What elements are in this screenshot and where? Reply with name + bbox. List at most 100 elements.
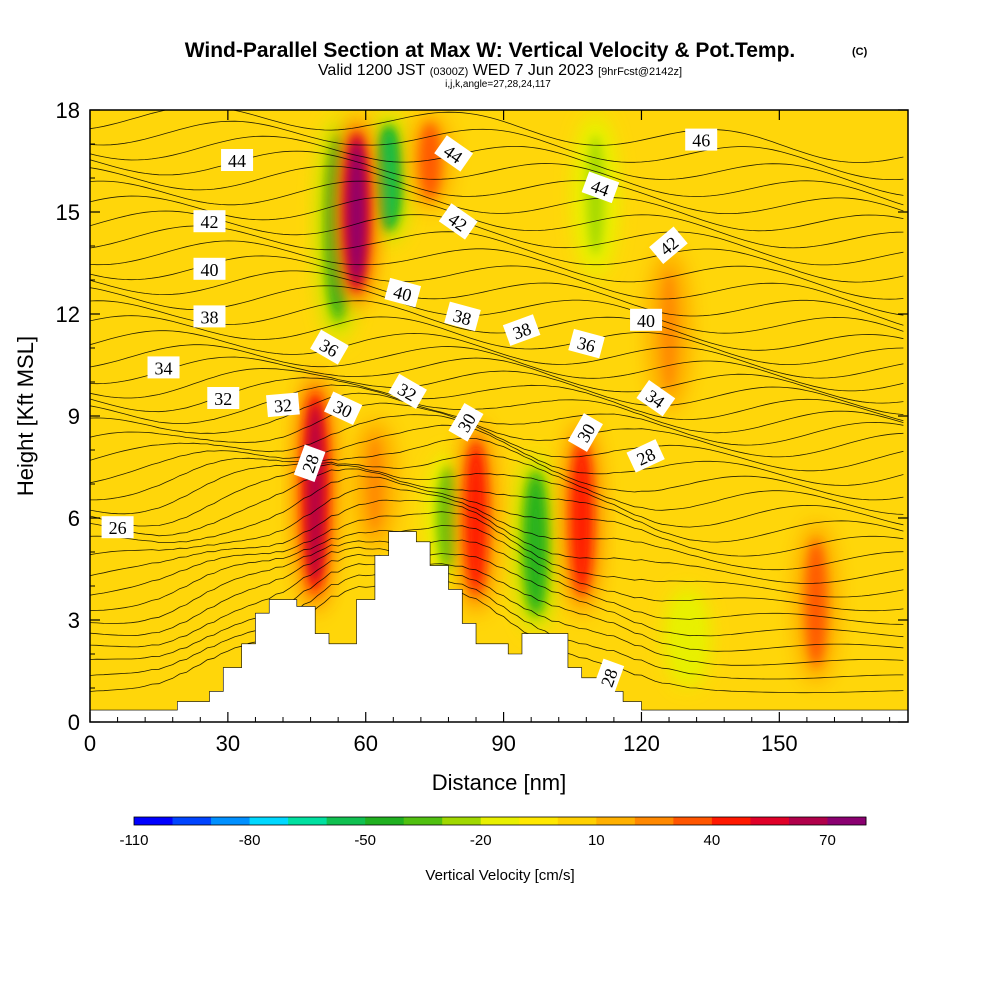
isentrope-label: 40 xyxy=(193,257,226,280)
colorbar-tick-label: -110 xyxy=(120,832,149,849)
isentrope-label-text: 40 xyxy=(200,260,218,280)
isentrope-line xyxy=(90,225,904,283)
isentrope-label-text: 38 xyxy=(451,305,474,329)
isentrope-label-bg xyxy=(266,392,300,418)
isentrope-label: 26 xyxy=(101,516,134,539)
isentrope-label-bg xyxy=(324,391,363,426)
isentrope-label: 38 xyxy=(502,314,541,346)
updraft-cell xyxy=(660,271,678,391)
x-axis: 0 30 60 90 120 150 xyxy=(84,110,891,756)
isentrope-label-text: 42 xyxy=(200,212,218,232)
isentrope-label: 46 xyxy=(685,128,718,151)
isentrope-line xyxy=(90,344,904,392)
colorbar-label: Vertical Velocity [cm/s] xyxy=(425,867,574,884)
colorbar-swatch xyxy=(365,817,405,825)
isentrope-label-text: 44 xyxy=(228,151,246,171)
isentrope-line xyxy=(90,110,904,163)
isentrope-label-text: 38 xyxy=(200,307,218,327)
isentrope-line xyxy=(90,384,904,434)
y-tick-label: 9 xyxy=(68,404,80,429)
isentrope-line xyxy=(90,368,904,415)
y-tick-label: 18 xyxy=(56,98,80,123)
y-tick-label: 3 xyxy=(68,608,80,633)
isentrope-label-bg xyxy=(101,516,134,539)
subtitle-utc: (0300Z) xyxy=(430,66,469,78)
isentrope-label: 40 xyxy=(384,277,422,308)
colorbar-swatch xyxy=(519,817,559,825)
chart-indices: i,j,k,angle=27,28,24,117 xyxy=(445,79,551,90)
colorbar-swatch xyxy=(557,817,597,825)
isentrope-line xyxy=(90,453,904,515)
isentrope-label-bg xyxy=(448,402,484,442)
subtitle-valid: Valid 1200 JST xyxy=(318,62,426,79)
isentrope-label-bg xyxy=(293,444,326,483)
x-tick-label: 150 xyxy=(761,731,798,756)
terrain xyxy=(90,531,908,722)
isentrope-label: 32 xyxy=(266,392,300,418)
x-axis-label: Distance [nm] xyxy=(432,770,567,795)
isentrope-label-bg xyxy=(434,135,474,172)
isentrope-label: 36 xyxy=(568,328,605,359)
colorbar-swatch xyxy=(288,817,328,825)
isentrope-label: 34 xyxy=(147,356,180,379)
isentrope-label-text: 38 xyxy=(510,319,534,344)
isentrope-label-bg xyxy=(444,301,481,332)
isentrope-label-bg xyxy=(685,128,718,151)
isentrope-line xyxy=(90,356,904,404)
colorbar-tick-label: 70 xyxy=(819,832,836,849)
isentrope-line xyxy=(90,485,904,571)
colorbar-swatch xyxy=(211,817,251,825)
isentrope-label-text: 36 xyxy=(575,333,598,357)
updraft-cell xyxy=(467,446,485,590)
isentrope-label-bg xyxy=(592,658,625,697)
isentrope-label-bg xyxy=(388,373,427,409)
colorbar-tick-label: -80 xyxy=(239,832,261,849)
colorbar-swatch xyxy=(134,817,174,825)
plot-background xyxy=(90,110,908,722)
y-tick-label: 15 xyxy=(56,200,80,225)
downdraft-cell xyxy=(526,478,545,609)
isentrope-label: 38 xyxy=(444,301,481,332)
isentropes xyxy=(90,110,904,694)
isentrope-label-bg xyxy=(626,439,665,473)
colorbar-swatch xyxy=(403,817,443,825)
isentrope-label: 38 xyxy=(193,305,226,328)
isentrope-label-bg xyxy=(193,257,226,280)
isentrope-line xyxy=(90,210,904,266)
updraft-cell xyxy=(807,543,825,663)
isentrope-label-bg xyxy=(568,328,605,359)
x-tick-label: 30 xyxy=(216,731,240,756)
colorbar-swatch xyxy=(172,817,212,825)
isentrope-line xyxy=(90,475,904,557)
colorbar-tick-label: 40 xyxy=(704,832,721,849)
isentrope-line xyxy=(90,330,904,379)
isentrope-line xyxy=(90,424,904,486)
isentrope-line xyxy=(90,120,904,180)
isentrope-line xyxy=(90,300,904,351)
isentrope-line xyxy=(90,270,904,326)
isentrope-label-text: 34 xyxy=(155,358,173,378)
colorbar-swatch xyxy=(750,817,790,825)
downdraft-cell xyxy=(678,601,697,673)
colorbar-swatch xyxy=(673,817,713,825)
isentrope-label: 28 xyxy=(592,658,625,697)
isentrope-label-text: 32 xyxy=(214,389,232,409)
isentrope-label-text: 32 xyxy=(273,395,293,416)
isentrope-label: 44 xyxy=(221,149,254,171)
isentrope-line xyxy=(90,255,904,316)
colorbar-swatch xyxy=(711,817,751,825)
velocity-shading xyxy=(294,111,838,687)
isentrope-line xyxy=(90,584,904,694)
x-tick-label: 0 xyxy=(84,731,96,756)
isentrope-line xyxy=(90,463,904,528)
colorbar-frame xyxy=(133,816,867,826)
isentrope-label-bg xyxy=(581,171,620,204)
x-tick-label: 90 xyxy=(491,731,515,756)
colorbar-tick-label: -20 xyxy=(470,832,492,849)
isentrope-line xyxy=(90,563,904,666)
copyright-mark: (C) xyxy=(852,46,868,58)
isentrope-line xyxy=(90,573,904,680)
isentrope-label-bg xyxy=(310,329,349,365)
isentrope-label: 42 xyxy=(193,210,226,233)
